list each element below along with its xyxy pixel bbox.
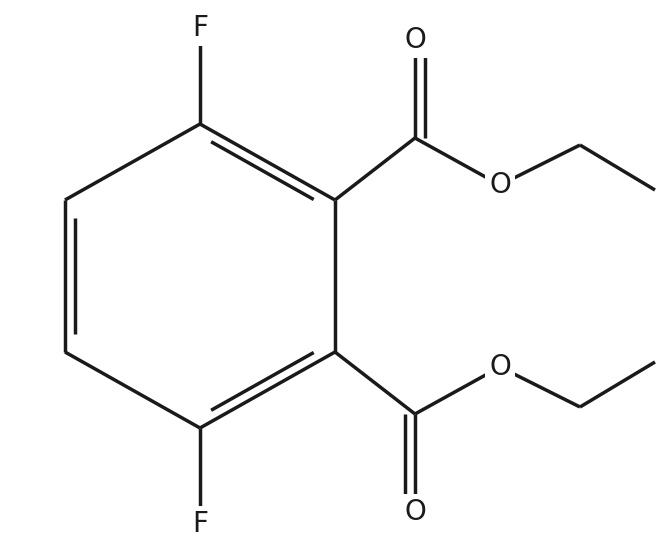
Text: O: O <box>404 498 426 526</box>
Text: F: F <box>192 14 208 42</box>
Text: O: O <box>489 353 511 381</box>
Text: O: O <box>404 26 426 54</box>
Text: O: O <box>489 171 511 199</box>
Text: F: F <box>192 510 208 538</box>
